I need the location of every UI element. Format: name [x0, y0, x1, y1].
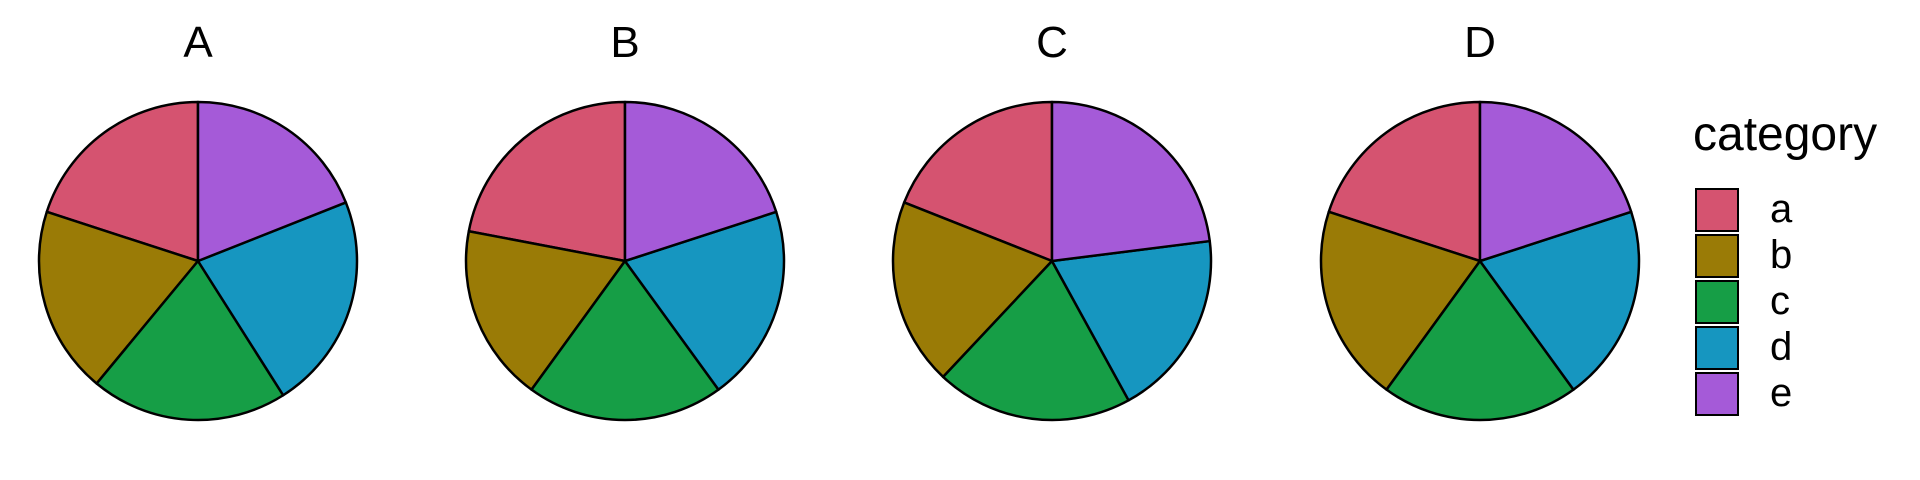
legend-label-e: e: [1770, 371, 1792, 415]
pie-slice-e: [196, 100, 348, 263]
legend-label-b: b: [1770, 233, 1792, 277]
legend-swatch-e: [1695, 372, 1739, 416]
pie-panel-d: D: [1319, 18, 1641, 422]
pie-slice-a: [1327, 100, 1482, 263]
legend-swatch-d: [1695, 326, 1739, 370]
panel-title: C: [1036, 18, 1068, 67]
panel-title: D: [1464, 18, 1496, 67]
legend-title: category: [1693, 108, 1877, 161]
pie-slice-d: [196, 201, 359, 397]
pie-slice-b: [464, 229, 627, 391]
pie-slice-c: [95, 259, 285, 422]
legend-label-c: c: [1770, 279, 1790, 323]
legend-swatch-b: [1695, 234, 1739, 278]
legend-label-d: d: [1770, 325, 1792, 369]
pie-panel-b: B: [464, 18, 786, 422]
pie-slice-b: [891, 201, 1054, 379]
pie-slice-d: [1050, 239, 1213, 402]
pie-slice-d: [1478, 210, 1641, 391]
pie-slice-a: [467, 100, 627, 263]
pie-slice-e: [623, 100, 778, 263]
pie-slice-c: [941, 259, 1130, 422]
pie-slice-c: [1385, 259, 1575, 422]
legend-label-a: a: [1770, 187, 1793, 231]
legend-swatch-a: [1695, 188, 1739, 232]
pie-slice-b: [1319, 210, 1482, 391]
pie-panel-a: A: [37, 18, 359, 422]
pie-slice-e: [1478, 100, 1633, 263]
pie-slice-d: [623, 210, 786, 391]
pie-slice-a: [45, 100, 200, 263]
pie-slice-c: [530, 259, 720, 422]
pie-slice-a: [902, 100, 1054, 263]
panel-title: A: [183, 18, 213, 67]
pie-slice-e: [1050, 100, 1211, 263]
pie-slice-b: [37, 210, 200, 385]
panel-title: B: [610, 18, 639, 67]
pie-panel-c: C: [891, 18, 1213, 422]
legend-swatch-c: [1695, 280, 1739, 324]
